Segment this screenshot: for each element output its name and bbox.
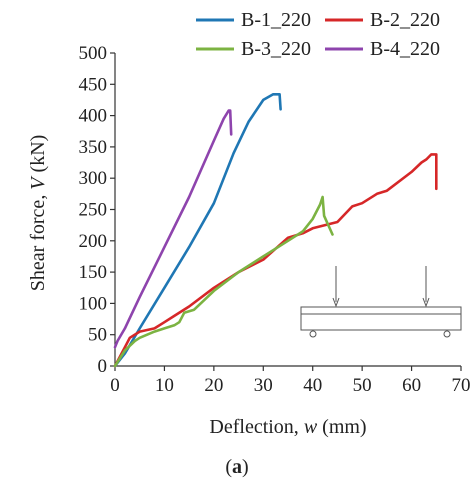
legend-label-b-1-220: B-1_220 bbox=[241, 9, 311, 31]
legend-label-b-4-220: B-4_220 bbox=[370, 38, 440, 60]
x-tick-label: 30 bbox=[254, 375, 273, 396]
beam-schematic-inset bbox=[300, 266, 462, 338]
figure-caption: (a) bbox=[225, 456, 249, 478]
y-tick-label: 400 bbox=[79, 106, 108, 127]
x-tick-label: 60 bbox=[402, 375, 421, 396]
x-axis-ticks: 0 10 20 30 40 50 60 70 bbox=[110, 366, 471, 396]
series-line-b-3-220 bbox=[113, 195, 334, 368]
data-series bbox=[113, 93, 438, 368]
x-tick-label: 40 bbox=[303, 375, 322, 396]
x-tick-label: 10 bbox=[155, 375, 174, 396]
plot-axes: 0 50 100 150 200 250 300 350 400 450 500 0 10 20 30 40… bbox=[79, 43, 471, 396]
support-right bbox=[443, 330, 451, 338]
legend-label-b-3-220: B-3_220 bbox=[241, 38, 311, 60]
y-tick-label: 500 bbox=[79, 43, 108, 64]
y-tick-label: 350 bbox=[79, 137, 108, 158]
y-tick-label: 0 bbox=[98, 356, 108, 377]
y-tick-label: 150 bbox=[79, 262, 108, 283]
y-tick-label: 50 bbox=[88, 325, 107, 346]
legend-label-b-2-220: B-2_220 bbox=[370, 9, 440, 31]
x-tick-label: 20 bbox=[204, 375, 223, 396]
x-tick-label: 50 bbox=[353, 375, 372, 396]
series-line-b-2-220 bbox=[113, 153, 438, 368]
y-tick-label: 200 bbox=[79, 231, 108, 252]
load-arrow-right-head bbox=[422, 297, 430, 308]
chart-legend: B-1_220 B-2_220 B-3_220 B-4_220 bbox=[196, 9, 440, 60]
y-tick-label: 450 bbox=[79, 74, 108, 95]
x-tick-label: 0 bbox=[110, 375, 120, 396]
series-line-b-4-220 bbox=[113, 109, 233, 349]
beam-body bbox=[300, 306, 462, 331]
series-line-b-1-220 bbox=[113, 93, 282, 368]
x-axis-title: Deflection, w (mm) bbox=[209, 416, 366, 438]
y-axis-title: Shear force, V (kN) bbox=[27, 135, 49, 292]
support-left bbox=[309, 330, 317, 338]
y-axis-ticks: 0 50 100 150 200 250 300 350 400 450 500 bbox=[79, 43, 115, 377]
y-tick-label: 100 bbox=[79, 293, 108, 314]
load-arrow-left-head bbox=[332, 297, 340, 308]
figure-caption-label: a bbox=[232, 456, 242, 478]
y-tick-label: 250 bbox=[79, 200, 108, 221]
y-tick-label: 300 bbox=[79, 168, 108, 189]
x-tick-label: 70 bbox=[452, 375, 471, 396]
